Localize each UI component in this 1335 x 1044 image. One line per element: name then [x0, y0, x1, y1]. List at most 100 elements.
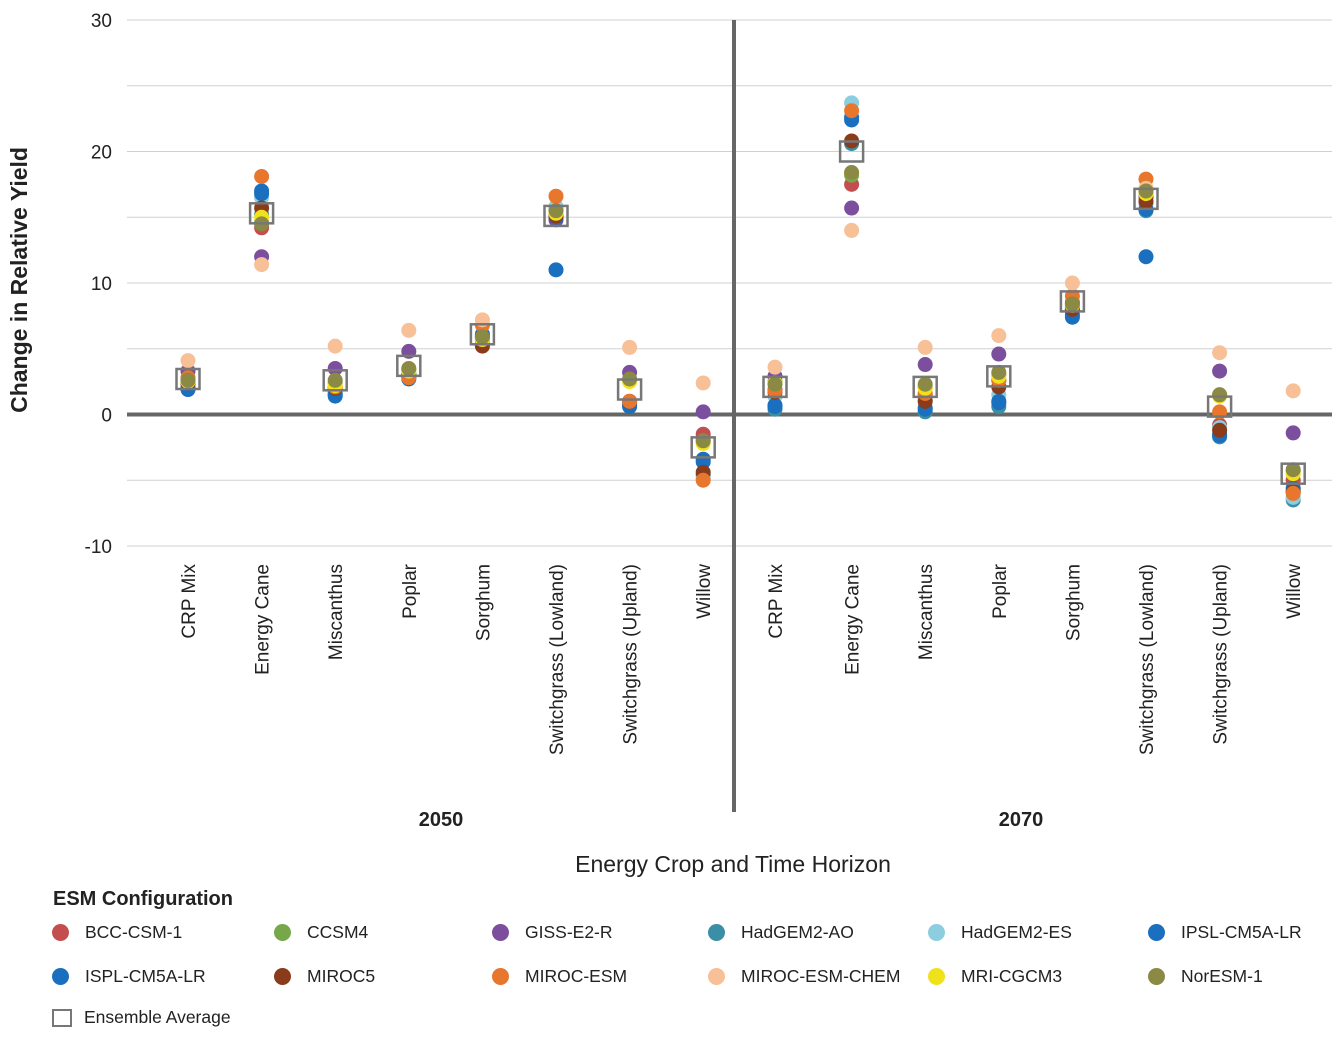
y-tick-label: -10 — [85, 537, 112, 558]
legend-label: IPSL-CM5A-LR — [1181, 921, 1302, 942]
legend-title: ESM Configuration — [53, 888, 233, 910]
legend-item: MIROC5 — [274, 965, 492, 987]
ensemble-marker — [986, 365, 1012, 388]
legend-item: HadGEM2-AO — [708, 921, 928, 943]
legend-dot-icon — [1148, 967, 1165, 985]
legend-label: CCSM4 — [307, 921, 369, 942]
data-point — [327, 360, 343, 376]
data-point — [695, 404, 711, 420]
x-category-label: Switchgrass (Upland) — [1211, 564, 1232, 745]
data-point — [327, 338, 343, 354]
legend-item: IPSL-CM5A-LR — [1148, 921, 1335, 943]
data-point — [1138, 249, 1154, 265]
ensemble-marker — [912, 375, 938, 399]
x-category-label: Poplar — [990, 563, 1011, 619]
data-point — [917, 357, 933, 373]
data-point — [844, 222, 860, 238]
legend-label: ISPL-CM5A-LR — [85, 965, 206, 986]
legend-label: GISS-E2-R — [525, 921, 613, 942]
ensemble-marker — [543, 204, 569, 228]
ensemble-marker — [1280, 462, 1306, 485]
ensemble-marker — [690, 436, 716, 459]
legend-dot-icon — [928, 967, 945, 985]
x-axis-categories: CRP Mix Energy Cane Miscanthus Poplar Sorghu… — [179, 563, 1305, 755]
legend-item: MRI-CGCM3 — [928, 965, 1148, 987]
data-point — [1285, 485, 1301, 501]
data-point — [991, 346, 1007, 362]
axes — [127, 20, 1332, 812]
legend-item: HadGEM2-ES — [928, 921, 1148, 943]
x-category-label: Poplar — [400, 563, 421, 619]
x-category-label: Miscanthus — [916, 564, 937, 660]
legend-item: BCC-CSM-1 — [52, 921, 274, 943]
gridlines — [127, 19, 1332, 547]
x-category-label: Energy Cane — [253, 564, 274, 675]
ensemble-marker — [396, 354, 422, 378]
legend-label: HadGEM2-ES — [961, 921, 1072, 942]
data-point — [844, 200, 860, 216]
data-point — [1212, 345, 1228, 361]
legend-dot-icon — [274, 923, 291, 941]
data-point — [1285, 425, 1301, 441]
data-point — [767, 376, 783, 392]
x-category-label: Switchgrass (Upland) — [621, 564, 642, 745]
ensemble-marker — [175, 367, 201, 391]
legend-dot-icon — [274, 967, 291, 985]
data-points — [180, 95, 1301, 508]
x-category-label: Switchgrass (Lowland) — [1137, 564, 1158, 755]
ensemble-square-icon — [52, 1008, 72, 1027]
x-category-label: Sorghum — [1063, 564, 1084, 641]
data-point — [695, 472, 711, 488]
data-point — [254, 186, 270, 202]
legend-item: CCSM4 — [274, 921, 492, 943]
legend-item: MIROC-ESM-CHEM — [708, 965, 928, 987]
data-point — [1138, 183, 1154, 199]
data-point — [180, 372, 196, 388]
data-point — [1285, 383, 1301, 399]
data-point — [622, 339, 638, 355]
legend-dot-icon — [708, 967, 725, 985]
data-point — [1064, 296, 1080, 312]
x-category-label: Willow — [1284, 564, 1305, 619]
data-point — [622, 393, 638, 409]
data-point — [1212, 363, 1228, 379]
ensemble-markers — [175, 140, 1306, 485]
ensemble-marker — [248, 202, 275, 225]
legend-label: MIROC-ESM-CHEM — [741, 965, 901, 986]
x-category-label: Willow — [694, 564, 715, 619]
x-category-label: Miscanthus — [326, 564, 347, 660]
data-point — [844, 165, 860, 181]
legend-dot-icon — [492, 923, 509, 941]
y-tick-label: 0 — [101, 406, 112, 427]
ensemble-marker — [1133, 187, 1159, 211]
legend-dot-icon — [52, 923, 69, 941]
y-tick-label: 30 — [91, 11, 112, 32]
legend-label: MIROC-ESM — [525, 965, 628, 986]
data-point — [844, 103, 860, 119]
data-point — [474, 329, 490, 345]
data-point — [991, 364, 1007, 380]
x-category-label: CRP Mix — [179, 564, 200, 639]
legend-item: ISPL-CM5A-LR — [52, 965, 274, 987]
legend-label: MIROC5 — [307, 965, 376, 986]
data-point — [548, 262, 564, 278]
data-point — [1212, 387, 1228, 403]
y-axis-ticks: 30 20 10 0 -10 — [85, 11, 112, 558]
data-point — [401, 360, 417, 376]
legend-dot-icon — [52, 967, 69, 985]
data-point — [917, 339, 933, 355]
legend-item: NorESM-1 — [1148, 965, 1335, 987]
data-point — [695, 375, 711, 391]
data-point — [254, 257, 270, 273]
ensemble-marker — [1059, 290, 1086, 313]
group-label-2070: 2070 — [999, 809, 1044, 831]
legend: ESM Configuration BCC-CSM-1 CCSM4 GISS-E2-… — [52, 888, 1332, 1028]
legend-label: BCC-CSM-1 — [85, 921, 183, 942]
data-point — [767, 359, 783, 375]
scatter-chart: 30 20 10 0 -10 CRP Mix Energy Cane Miscanthus P… — [6, 11, 1332, 877]
ensemble-marker — [1206, 395, 1233, 418]
data-point — [548, 188, 564, 204]
legend-label-ensemble: Ensemble Average — [84, 1007, 231, 1027]
y-axis-title: Change in Relative Yield — [6, 147, 32, 413]
data-point — [1064, 275, 1080, 291]
